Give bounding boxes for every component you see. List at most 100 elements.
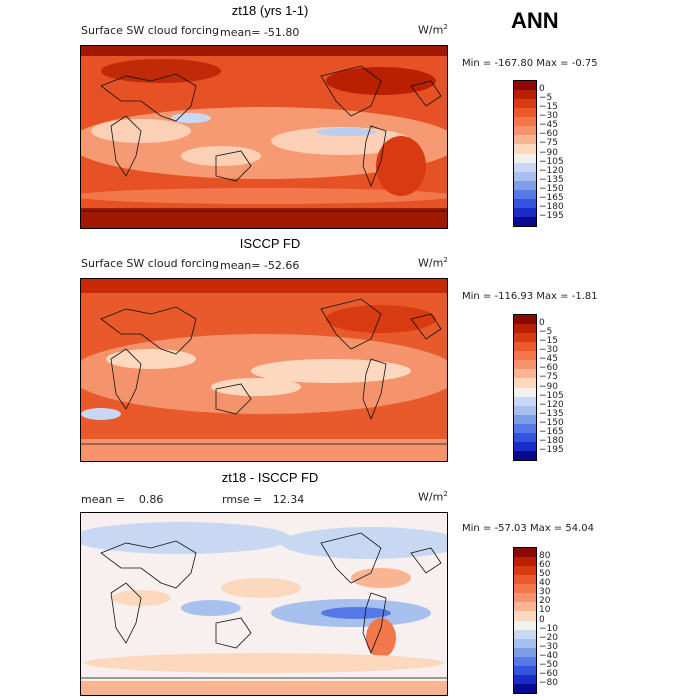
colorbar-swatch [514, 441, 536, 451]
colorbar-tick-label: −45 [539, 354, 558, 365]
colorbar-swatch [514, 369, 536, 379]
panel-3-map [80, 512, 448, 696]
colorbar-swatch [514, 324, 536, 334]
colorbar-swatch [514, 171, 536, 181]
colorbar-tick-label: −15 [539, 102, 558, 113]
colorbar-tick-label: −120 [539, 399, 564, 410]
panel-2-map-svg [81, 279, 447, 461]
colorbar-tick-label: 0 [539, 614, 545, 625]
colorbar-swatch [514, 405, 536, 415]
panel-2-title: ISCCP FD [239, 236, 301, 251]
panel-1-field-label: Surface SW cloud forcing [81, 24, 219, 37]
colorbar-tick-label: 20 [539, 596, 551, 607]
colorbar-tick-label: 30 [539, 587, 551, 598]
colorbar-tick-label: 10 [539, 605, 551, 616]
colorbar-tick-label: 40 [539, 578, 551, 589]
colorbar-tick-label: 80 [539, 551, 551, 562]
panel-2-mean: mean= -52.66 [220, 259, 300, 272]
panel-3-rmse-value: 12.34 [272, 493, 305, 506]
panel-3-colorbar [513, 547, 537, 694]
colorbar-tick-label: −180 [539, 201, 564, 212]
panel-2-minmax: Min = -116.93 Max = -1.81 [462, 291, 598, 302]
colorbar-swatch [514, 207, 536, 217]
colorbar-swatch [514, 90, 536, 100]
colorbar-tick-label: −105 [539, 156, 564, 167]
panel-3-units: W/m2 [418, 490, 448, 504]
colorbar-swatch [514, 180, 536, 190]
colorbar-tick-label: −30 [539, 345, 558, 356]
panel-3-minmax: Min = -57.03 Max = 54.04 [462, 523, 594, 534]
panel-1-max-value: -0.75 [571, 58, 598, 69]
colorbar-swatch [514, 351, 536, 361]
colorbar-tick-label: −40 [539, 650, 558, 661]
panel-1-minmax: Min = -167.80 Max = -0.75 [462, 58, 598, 69]
colorbar-tick-label: −150 [539, 417, 564, 428]
colorbar-swatch [514, 674, 536, 684]
colorbar-swatch [514, 638, 536, 648]
panel-2-min-value: -116.93 [494, 291, 534, 302]
colorbar-swatch [514, 620, 536, 630]
colorbar-tick-label: −120 [539, 165, 564, 176]
season-label: ANN [511, 8, 559, 33]
colorbar-tick-label: 0 [539, 84, 545, 95]
colorbar-swatch [514, 450, 536, 460]
colorbar-swatch [514, 414, 536, 424]
colorbar-tick-label: −180 [539, 435, 564, 446]
panel-3-rmse: rmse = 12.34 [222, 493, 305, 506]
colorbar-tick-label: 50 [539, 569, 551, 580]
colorbar-tick-label: −30 [539, 111, 558, 122]
colorbar-tick-label: −10 [539, 623, 558, 634]
colorbar-tick-label: −45 [539, 120, 558, 131]
colorbar-tick-label: −60 [539, 129, 558, 140]
panel-1-min-value: -167.80 [494, 58, 534, 69]
colorbar-tick-label: −15 [539, 336, 558, 347]
panel-3-title: zt18 - ISCCP FD [221, 470, 319, 485]
colorbar-swatch [514, 126, 536, 136]
colorbar-tick-label: −80 [539, 677, 558, 688]
colorbar-tick-label: −30 [539, 641, 558, 652]
colorbar-tick-label: −135 [539, 174, 564, 185]
colorbar-swatch [514, 360, 536, 370]
panel-3-mean-value: 0.86 [138, 493, 164, 506]
colorbar-swatch [514, 548, 536, 558]
colorbar-tick-label: −195 [539, 444, 564, 455]
colorbar-tick-label: −165 [539, 426, 564, 437]
colorbar-swatch [514, 144, 536, 154]
colorbar-swatch [514, 611, 536, 621]
colorbar-tick-label: −150 [539, 183, 564, 194]
panel-3-map-svg [81, 513, 447, 695]
colorbar-tick-label: −165 [539, 192, 564, 203]
panel-1-mean-label: mean= [220, 26, 261, 39]
colorbar-swatch [514, 593, 536, 603]
colorbar-tick-label: −135 [539, 408, 564, 419]
colorbar-swatch [514, 99, 536, 109]
colorbar-swatch [514, 387, 536, 397]
panel-2-units: W/m2 [418, 256, 448, 270]
colorbar-tick-label: −90 [539, 381, 558, 392]
panel-3-max-value: 54.04 [565, 523, 594, 534]
colorbar-swatch [514, 117, 536, 127]
panel-1-colorbar [513, 80, 537, 227]
colorbar-swatch [514, 575, 536, 585]
colorbar-swatch [514, 216, 536, 226]
colorbar-tick-label: −90 [539, 147, 558, 158]
colorbar-tick-label: −5 [539, 327, 553, 338]
colorbar-swatch [514, 432, 536, 442]
colorbar-tick-label: −75 [539, 138, 558, 149]
colorbar-swatch [514, 647, 536, 657]
panel-2-map [80, 278, 448, 462]
colorbar-swatch [514, 665, 536, 675]
colorbar-swatch [514, 342, 536, 352]
panel-2-mean-value: -52.66 [263, 259, 300, 272]
colorbar-tick-label: −105 [539, 390, 564, 401]
colorbar-swatch [514, 396, 536, 406]
colorbar-swatch [514, 81, 536, 91]
colorbar-tick-label: −20 [539, 632, 558, 643]
colorbar-swatch [514, 189, 536, 199]
colorbar-swatch [514, 198, 536, 208]
panel-1-mean: mean= -51.80 [220, 26, 299, 39]
colorbar-swatch [514, 333, 536, 343]
colorbar-tick-label: −60 [539, 668, 558, 679]
colorbar-swatch [514, 557, 536, 567]
panel-2-colorbar [513, 314, 537, 461]
